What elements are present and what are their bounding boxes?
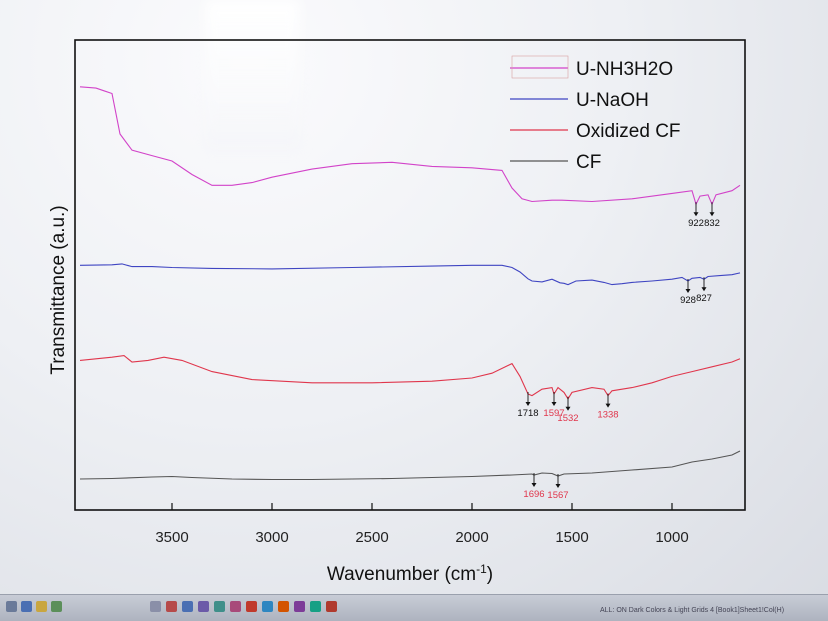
taskbar-icon[interactable]: [166, 601, 177, 612]
taskbar-icon[interactable]: [51, 601, 62, 612]
peak-label: 928: [680, 295, 696, 306]
x-axis-ticks: 3500 3000 2500 2000 1500 1000: [155, 503, 689, 546]
taskbar-icon[interactable]: [326, 601, 337, 612]
series-line-3: [79, 450, 741, 481]
ftir-chart: 3500 3000 2500 2000 1500 1000 922 832 928 827 171…: [48, 39, 746, 585]
screen-glare: [205, 0, 300, 150]
taskbar-icon[interactable]: [36, 601, 47, 612]
series-line-0: [79, 86, 741, 206]
peak-label: 832: [704, 218, 720, 229]
series-line-2: [79, 355, 741, 400]
taskbar-icon[interactable]: [230, 601, 241, 612]
x-axis-title: Wavenumber (cm-1): [327, 562, 493, 585]
x-axis-title-superscript: -1: [476, 562, 487, 576]
x-tick-label: 1500: [555, 529, 588, 546]
annotation-arrowhead: [555, 484, 561, 488]
series-layer: [79, 86, 741, 481]
peak-label: 827: [696, 293, 712, 304]
taskbar-status-text: ALL: ON Dark Colors & Light Grids 4 [Boo…: [600, 607, 785, 614]
taskbar-icon[interactable]: [310, 601, 321, 612]
peak-label: 922: [688, 218, 704, 229]
annotation-arrowhead: [551, 402, 557, 406]
legend-label: CF: [576, 152, 601, 173]
peak-label: 1696: [523, 489, 544, 500]
legend-label: U-NH3H2O: [576, 59, 673, 80]
legend-label: Oxidized CF: [576, 121, 681, 142]
taskbar-icon[interactable]: [246, 601, 257, 612]
peak-label: 1338: [597, 410, 618, 421]
legend: U-NH3H2O U-NaOH Oxidized CF CF: [510, 55, 681, 173]
taskbar-icon[interactable]: [262, 601, 273, 612]
plot-frame: [74, 39, 746, 511]
taskbar: ALL: ON Dark Colors & Light Grids 4 [Boo…: [0, 594, 828, 621]
annotation-arrowhead: [565, 406, 571, 411]
taskbar-icon[interactable]: [198, 601, 209, 612]
taskbar-icon[interactable]: [6, 601, 17, 612]
x-tick-label: 2500: [355, 529, 388, 546]
x-tick-label: 2000: [455, 529, 488, 546]
taskbar-icon[interactable]: [214, 601, 225, 612]
annotation-arrowhead: [605, 403, 611, 408]
annotation-arrowhead: [525, 402, 531, 406]
x-tick-label: 1000: [655, 529, 688, 546]
peak-label: 1567: [547, 490, 568, 501]
peak-label: 1718: [517, 408, 538, 419]
taskbar-icon[interactable]: [21, 601, 32, 612]
annotation-arrowhead: [701, 287, 707, 292]
annotation-arrowhead: [693, 212, 699, 217]
taskbar-icon[interactable]: [182, 601, 193, 612]
x-tick-label: 3000: [255, 529, 288, 546]
annotation-arrowhead: [709, 212, 715, 217]
annotation-arrowhead: [685, 289, 691, 293]
taskbar-icon[interactable]: [278, 601, 289, 612]
taskbar-icon[interactable]: [150, 601, 161, 612]
peak-label: 1597: [543, 408, 564, 419]
peak-label: 1532: [557, 413, 578, 424]
y-axis-title: Transmittance (a.u.): [48, 205, 69, 374]
taskbar-icon[interactable]: [294, 601, 305, 612]
legend-highlight-box: [511, 55, 569, 79]
series-line-1: [79, 263, 741, 286]
annotation-arrowhead: [531, 483, 537, 487]
x-tick-label: 3500: [155, 529, 188, 546]
legend-label: U-NaOH: [576, 90, 649, 111]
